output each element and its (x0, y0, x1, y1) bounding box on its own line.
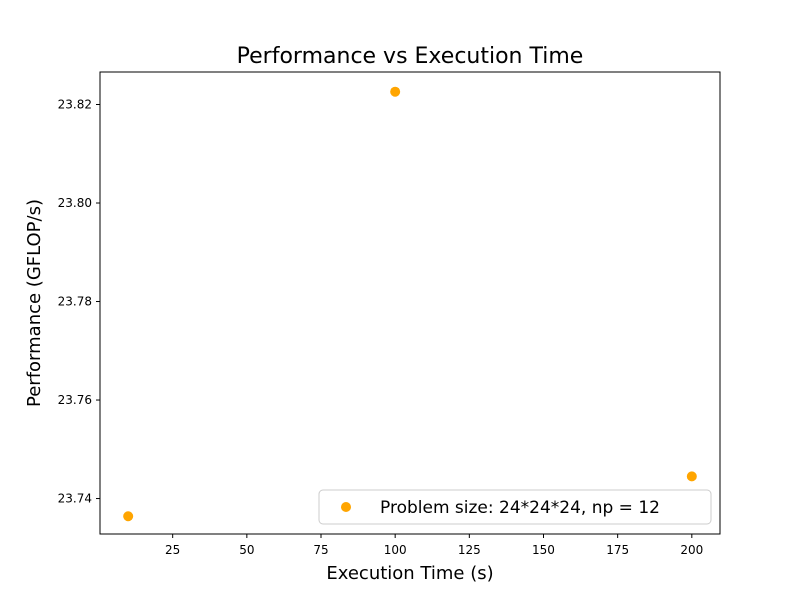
legend-marker (341, 502, 351, 512)
y-axis: 23.74 23.76 23.78 23.80 23.82 (58, 98, 100, 506)
x-axis-label: Execution Time (s) (326, 563, 493, 584)
chart-title: Performance vs Execution Time (237, 44, 584, 69)
data-point (390, 86, 401, 97)
plot-area (123, 86, 697, 522)
x-tick-label: 25 (165, 543, 180, 557)
x-tick-label: 50 (239, 543, 254, 557)
y-tick-label: 23.76 (58, 393, 92, 407)
y-axis-label: Performance (GFLOP/s) (24, 199, 45, 407)
y-tick-label: 23.82 (58, 98, 92, 112)
x-tick-label: 100 (384, 543, 407, 557)
x-tick-label: 175 (606, 543, 629, 557)
data-point (123, 511, 134, 522)
x-axis: 25 50 75 100 125 150 175 200 (165, 534, 703, 557)
legend-entry-label: Problem size: 24*24*24, np = 12 (380, 498, 660, 518)
legend-frame (318, 489, 712, 525)
data-point (686, 471, 697, 482)
x-tick-label: 75 (313, 543, 328, 557)
plot-frame (99, 71, 721, 535)
y-tick-label: 23.78 (58, 295, 92, 309)
legend: Problem size: 24*24*24, np = 12 (318, 489, 712, 525)
x-tick-label: 125 (458, 543, 481, 557)
y-tick-label: 23.74 (58, 492, 92, 506)
x-tick-label: 200 (680, 543, 703, 557)
x-tick-label: 150 (532, 543, 555, 557)
y-tick-label: 23.80 (58, 196, 92, 210)
